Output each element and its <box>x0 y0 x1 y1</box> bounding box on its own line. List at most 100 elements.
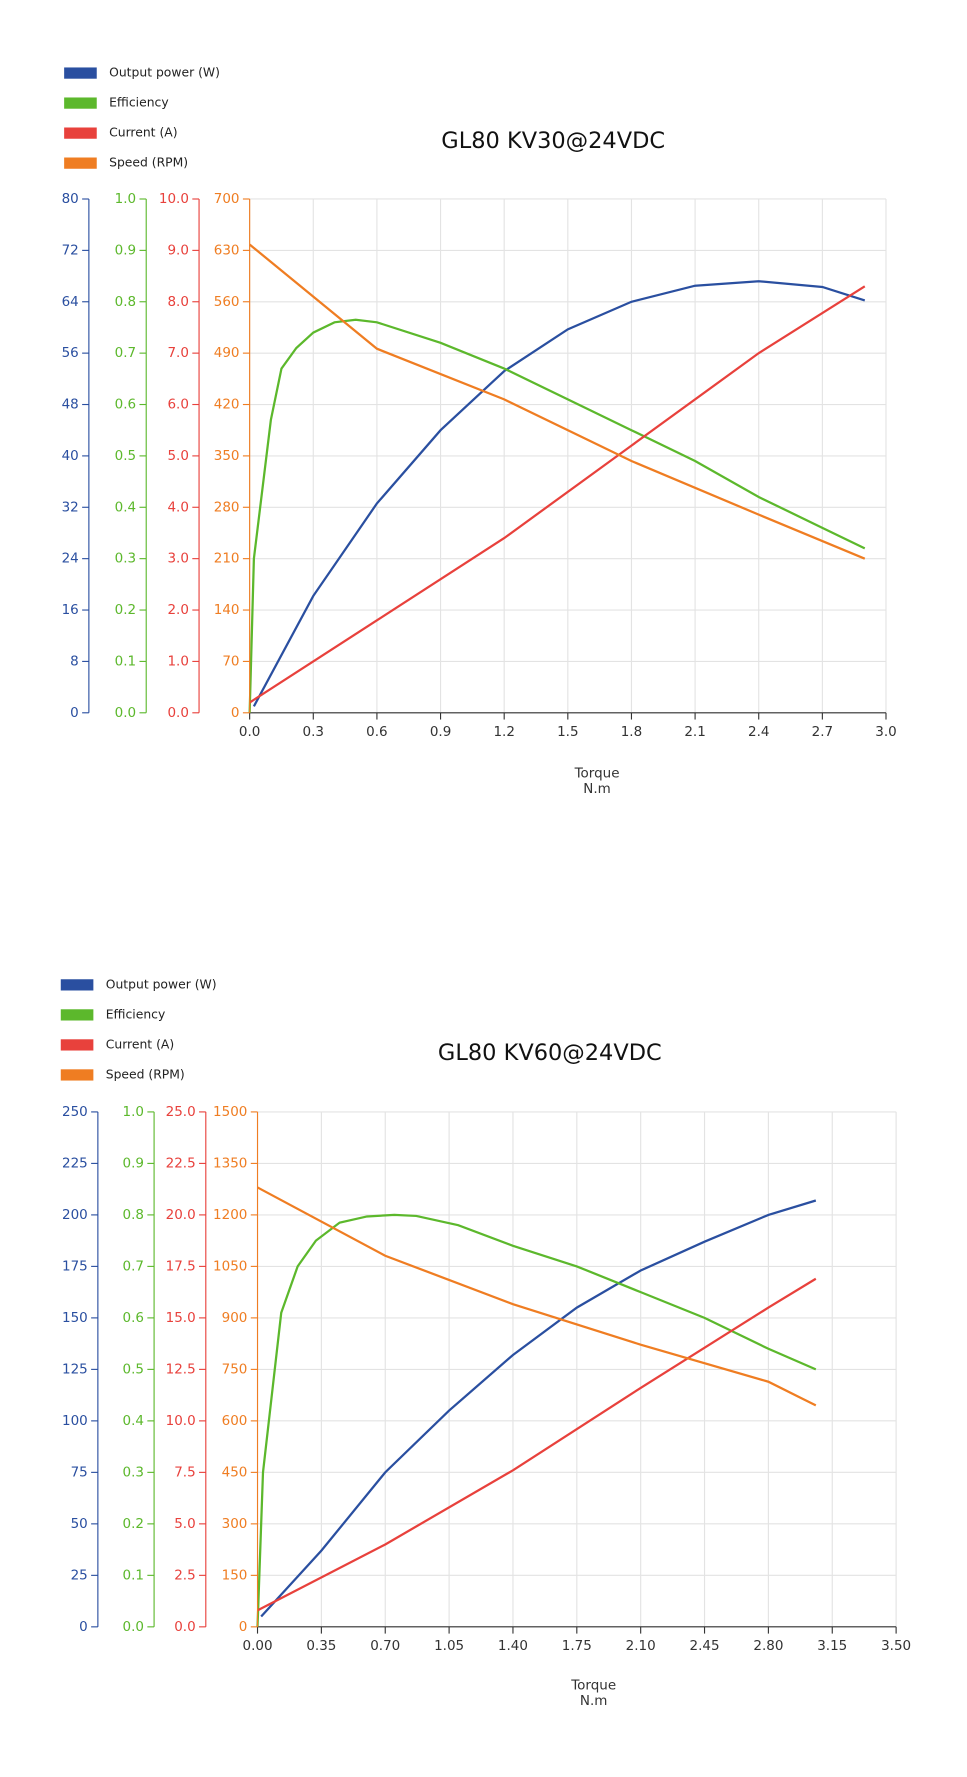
y-tick-label: 10.0 <box>159 191 189 207</box>
y-tick-label: 560 <box>214 294 240 310</box>
y-tick-label: 20.0 <box>166 1207 196 1223</box>
legend-label: Output power (W) <box>109 66 220 80</box>
x-tick-label: 2.1 <box>684 724 705 740</box>
y-tick-label: 1200 <box>213 1207 247 1223</box>
series-line <box>260 1199 817 1618</box>
y-tick-label: 10.0 <box>166 1413 196 1429</box>
y-tick-label: 72 <box>62 242 79 258</box>
y-tick-label: 8.0 <box>167 294 188 310</box>
legend-swatch <box>60 1039 94 1051</box>
y-tick-label: 2.0 <box>167 602 188 618</box>
y-tick-label: 7.0 <box>167 345 188 361</box>
y-tick-label: 32 <box>62 499 79 515</box>
x-tick-label: 1.2 <box>493 724 514 740</box>
x-tick-label: 0.6 <box>366 724 387 740</box>
x-tick-label: 3.50 <box>881 1638 911 1654</box>
y-tick-label: 1050 <box>213 1258 247 1274</box>
y-tick-label: 280 <box>214 499 240 515</box>
y-tick-label: 0.3 <box>123 1464 144 1480</box>
x-tick-label: 0.0 <box>239 724 260 740</box>
y-tick-label: 22.5 <box>166 1155 196 1171</box>
y-tick-label: 0.4 <box>123 1413 144 1429</box>
series-line <box>248 318 866 713</box>
y-tick-label: 350 <box>214 448 240 464</box>
x-tick-label: 2.4 <box>748 724 769 740</box>
y-tick-label: 24 <box>62 551 79 567</box>
y-tick-label: 80 <box>62 191 79 207</box>
legend-label: Current (A) <box>106 1037 174 1051</box>
y-tick-label: 1500 <box>213 1104 247 1120</box>
legend-swatch <box>64 157 97 169</box>
y-tick-label: 2.5 <box>174 1567 195 1583</box>
x-axis-unit: N.m <box>580 1693 608 1709</box>
legend-swatch <box>60 979 94 991</box>
y-tick-label: 0.5 <box>123 1361 144 1377</box>
y-tick-label: 0.6 <box>115 397 136 413</box>
x-axis-label: Torque <box>570 1677 616 1693</box>
y-tick-label: 630 <box>214 242 240 258</box>
y-tick-label: 490 <box>214 345 240 361</box>
y-tick-label: 1.0 <box>115 191 136 207</box>
y-tick-label: 4.0 <box>167 499 188 515</box>
x-tick-label: 2.80 <box>753 1638 783 1654</box>
y-tick-label: 150 <box>222 1567 248 1583</box>
y-tick-label: 0.8 <box>123 1207 144 1223</box>
x-tick-label: 1.40 <box>498 1638 528 1654</box>
legend-label: Efficiency <box>109 96 169 110</box>
series-line <box>256 1186 817 1407</box>
y-tick-label: 12.5 <box>166 1361 196 1377</box>
legend-swatch <box>64 67 97 79</box>
x-tick-label: 1.05 <box>434 1638 464 1654</box>
series-line <box>248 243 866 560</box>
legend-label: Efficiency <box>106 1007 166 1021</box>
y-tick-label: 225 <box>62 1155 88 1171</box>
y-tick-label: 48 <box>62 397 79 413</box>
series-line <box>257 1277 817 1612</box>
x-tick-label: 1.5 <box>557 724 578 740</box>
y-tick-label: 1.0 <box>123 1104 144 1120</box>
legend-swatch <box>60 1069 94 1081</box>
y-tick-label: 250 <box>62 1104 88 1120</box>
x-tick-label: 2.10 <box>626 1638 656 1654</box>
y-tick-label: 100 <box>62 1413 88 1429</box>
series-line <box>249 285 866 704</box>
legend-swatch <box>60 1009 94 1021</box>
y-tick-label: 0.4 <box>115 499 136 515</box>
y-tick-label: 0.0 <box>115 705 136 721</box>
y-tick-label: 0.8 <box>115 294 136 310</box>
y-tick-label: 0.9 <box>115 242 136 258</box>
y-tick-label: 56 <box>62 345 79 361</box>
y-tick-label: 25.0 <box>166 1104 196 1120</box>
x-tick-label: 1.8 <box>621 724 642 740</box>
x-tick-label: 0.70 <box>370 1638 400 1654</box>
x-tick-label: 0.9 <box>430 724 451 740</box>
y-tick-label: 200 <box>62 1207 88 1223</box>
y-tick-label: 0 <box>231 705 240 721</box>
x-tick-label: 1.75 <box>562 1638 592 1654</box>
y-tick-label: 17.5 <box>166 1258 196 1274</box>
y-tick-label: 750 <box>222 1361 248 1377</box>
y-tick-label: 6.0 <box>167 397 188 413</box>
legend-label: Current (A) <box>109 126 177 140</box>
y-tick-label: 0.9 <box>123 1155 144 1171</box>
y-tick-label: 7.5 <box>174 1464 195 1480</box>
y-tick-label: 0 <box>70 705 79 721</box>
x-tick-label: 2.45 <box>690 1638 720 1654</box>
y-tick-label: 450 <box>222 1464 248 1480</box>
legend-label: Speed (RPM) <box>109 156 188 170</box>
y-tick-label: 5.0 <box>167 448 188 464</box>
y-tick-label: 0.1 <box>115 653 136 669</box>
y-tick-label: 300 <box>222 1516 248 1532</box>
y-tick-label: 0.0 <box>167 705 188 721</box>
y-tick-label: 0.2 <box>123 1516 144 1532</box>
y-tick-label: 140 <box>214 602 240 618</box>
x-tick-label: 0.00 <box>243 1638 273 1654</box>
y-tick-label: 15.0 <box>166 1310 196 1326</box>
chart-title: GL80 KV60@24VDC <box>438 1040 662 1066</box>
y-tick-label: 900 <box>222 1310 248 1326</box>
y-tick-label: 0.6 <box>123 1310 144 1326</box>
y-tick-label: 600 <box>222 1413 248 1429</box>
y-tick-label: 0.5 <box>115 448 136 464</box>
y-tick-label: 0.7 <box>115 345 136 361</box>
